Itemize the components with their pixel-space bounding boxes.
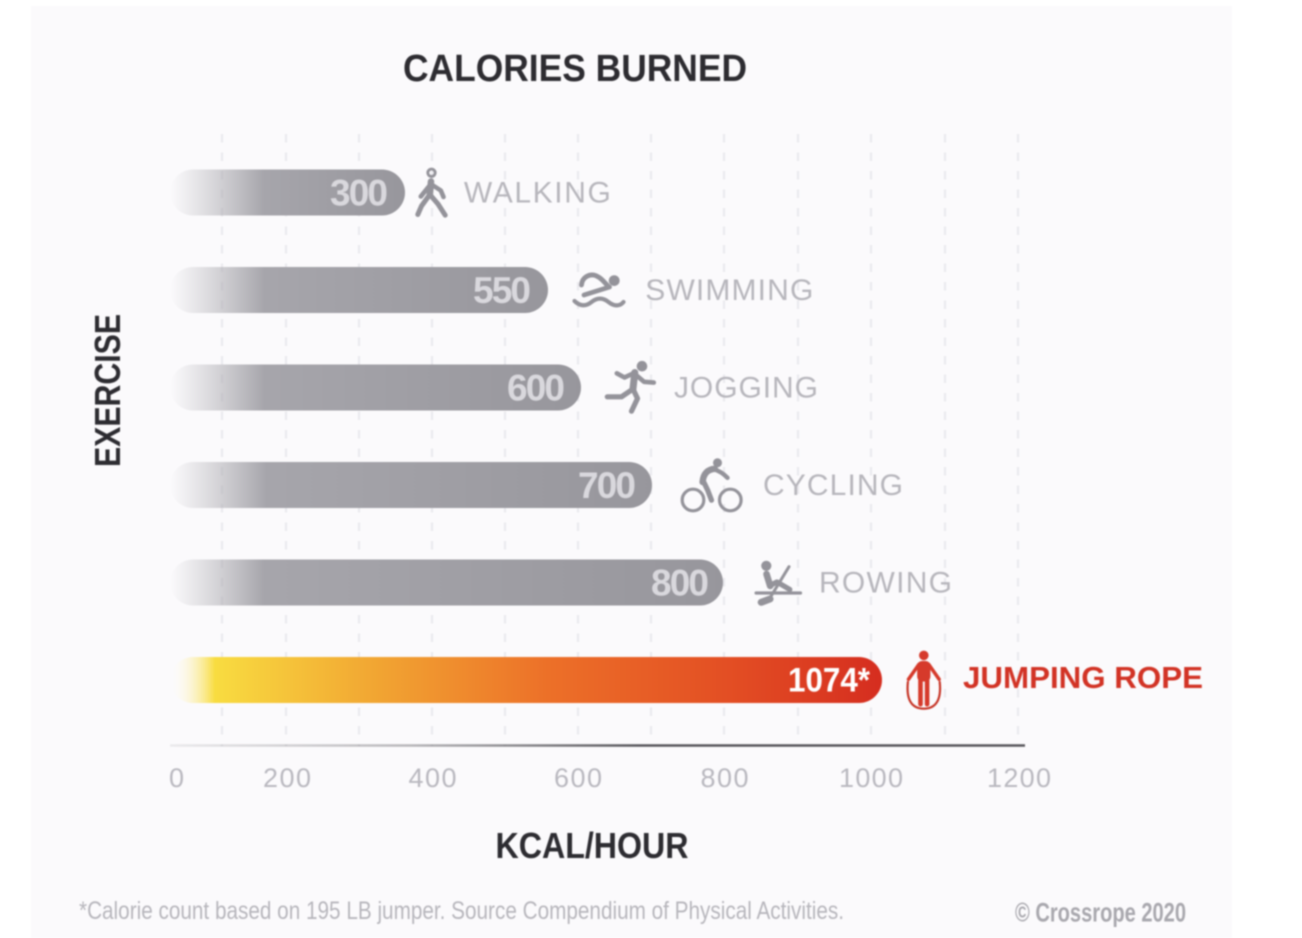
svg-text:700: 700 [578,465,636,506]
svg-text:800: 800 [701,763,749,793]
svg-text:300: 300 [330,173,388,214]
svg-text:SWIMMING: SWIMMING [645,274,813,307]
svg-text:600: 600 [507,368,565,409]
svg-text:WALKING: WALKING [464,177,611,210]
svg-text:200: 200 [263,763,311,793]
svg-text:© Crossrope 2020: © Crossrope 2020 [1015,898,1186,928]
svg-text:1074*: 1074* [788,662,871,700]
svg-text:CALORIES BURNED: CALORIES BURNED [403,48,747,90]
svg-text:1000: 1000 [839,763,903,793]
svg-text:1200: 1200 [987,763,1051,793]
svg-text:JOGGING: JOGGING [674,372,818,405]
svg-text:KCAL/HOUR: KCAL/HOUR [496,825,689,866]
svg-text:CYCLING: CYCLING [763,469,903,502]
svg-text:400: 400 [409,763,457,793]
svg-text:ROWING: ROWING [819,567,952,600]
svg-text:600: 600 [554,763,602,793]
svg-text:EXERCISE: EXERCISE [87,314,128,467]
svg-text:550: 550 [473,270,531,311]
svg-text:*Calorie count based on 195 LB: *Calorie count based on 195 LB jumper. S… [79,897,844,925]
svg-text:800: 800 [651,563,709,604]
svg-text:0: 0 [169,763,184,793]
svg-text:JUMPING ROPE: JUMPING ROPE [963,660,1203,695]
